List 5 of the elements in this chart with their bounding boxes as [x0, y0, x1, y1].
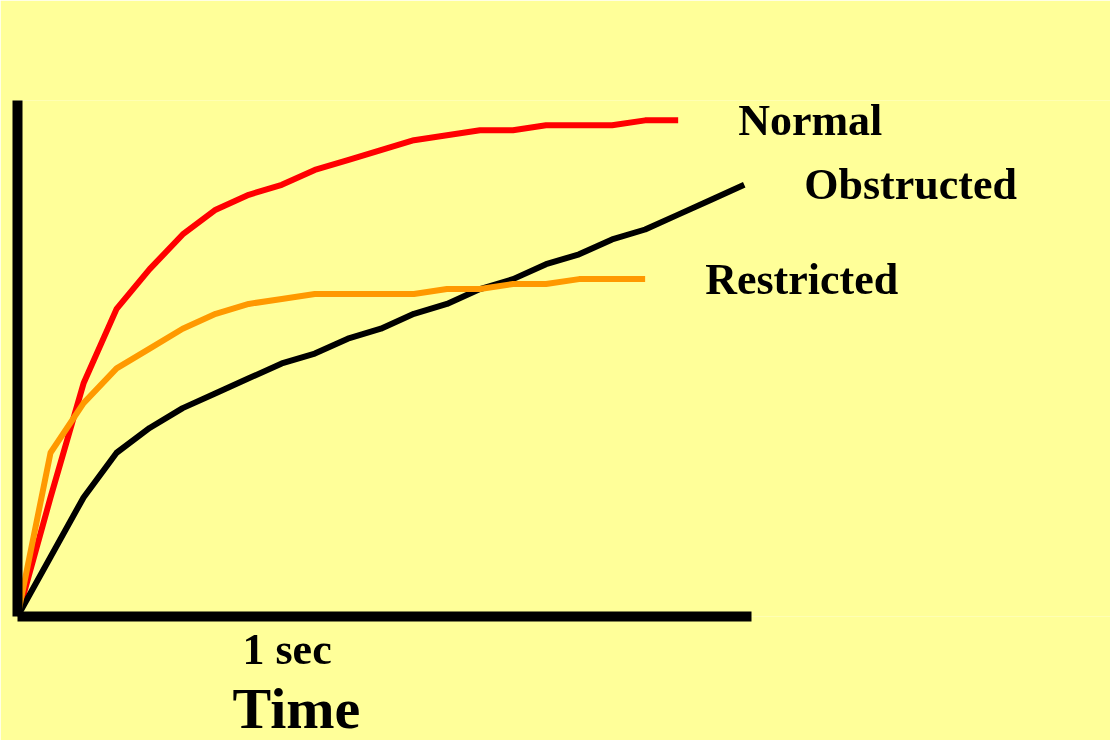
x-axis-title: Time: [232, 675, 361, 740]
series-label: Restricted: [705, 254, 899, 304]
series-label: Obstructed: [804, 160, 1017, 210]
text: 1 sec: [242, 624, 332, 674]
series-label: Normal: [738, 95, 883, 145]
